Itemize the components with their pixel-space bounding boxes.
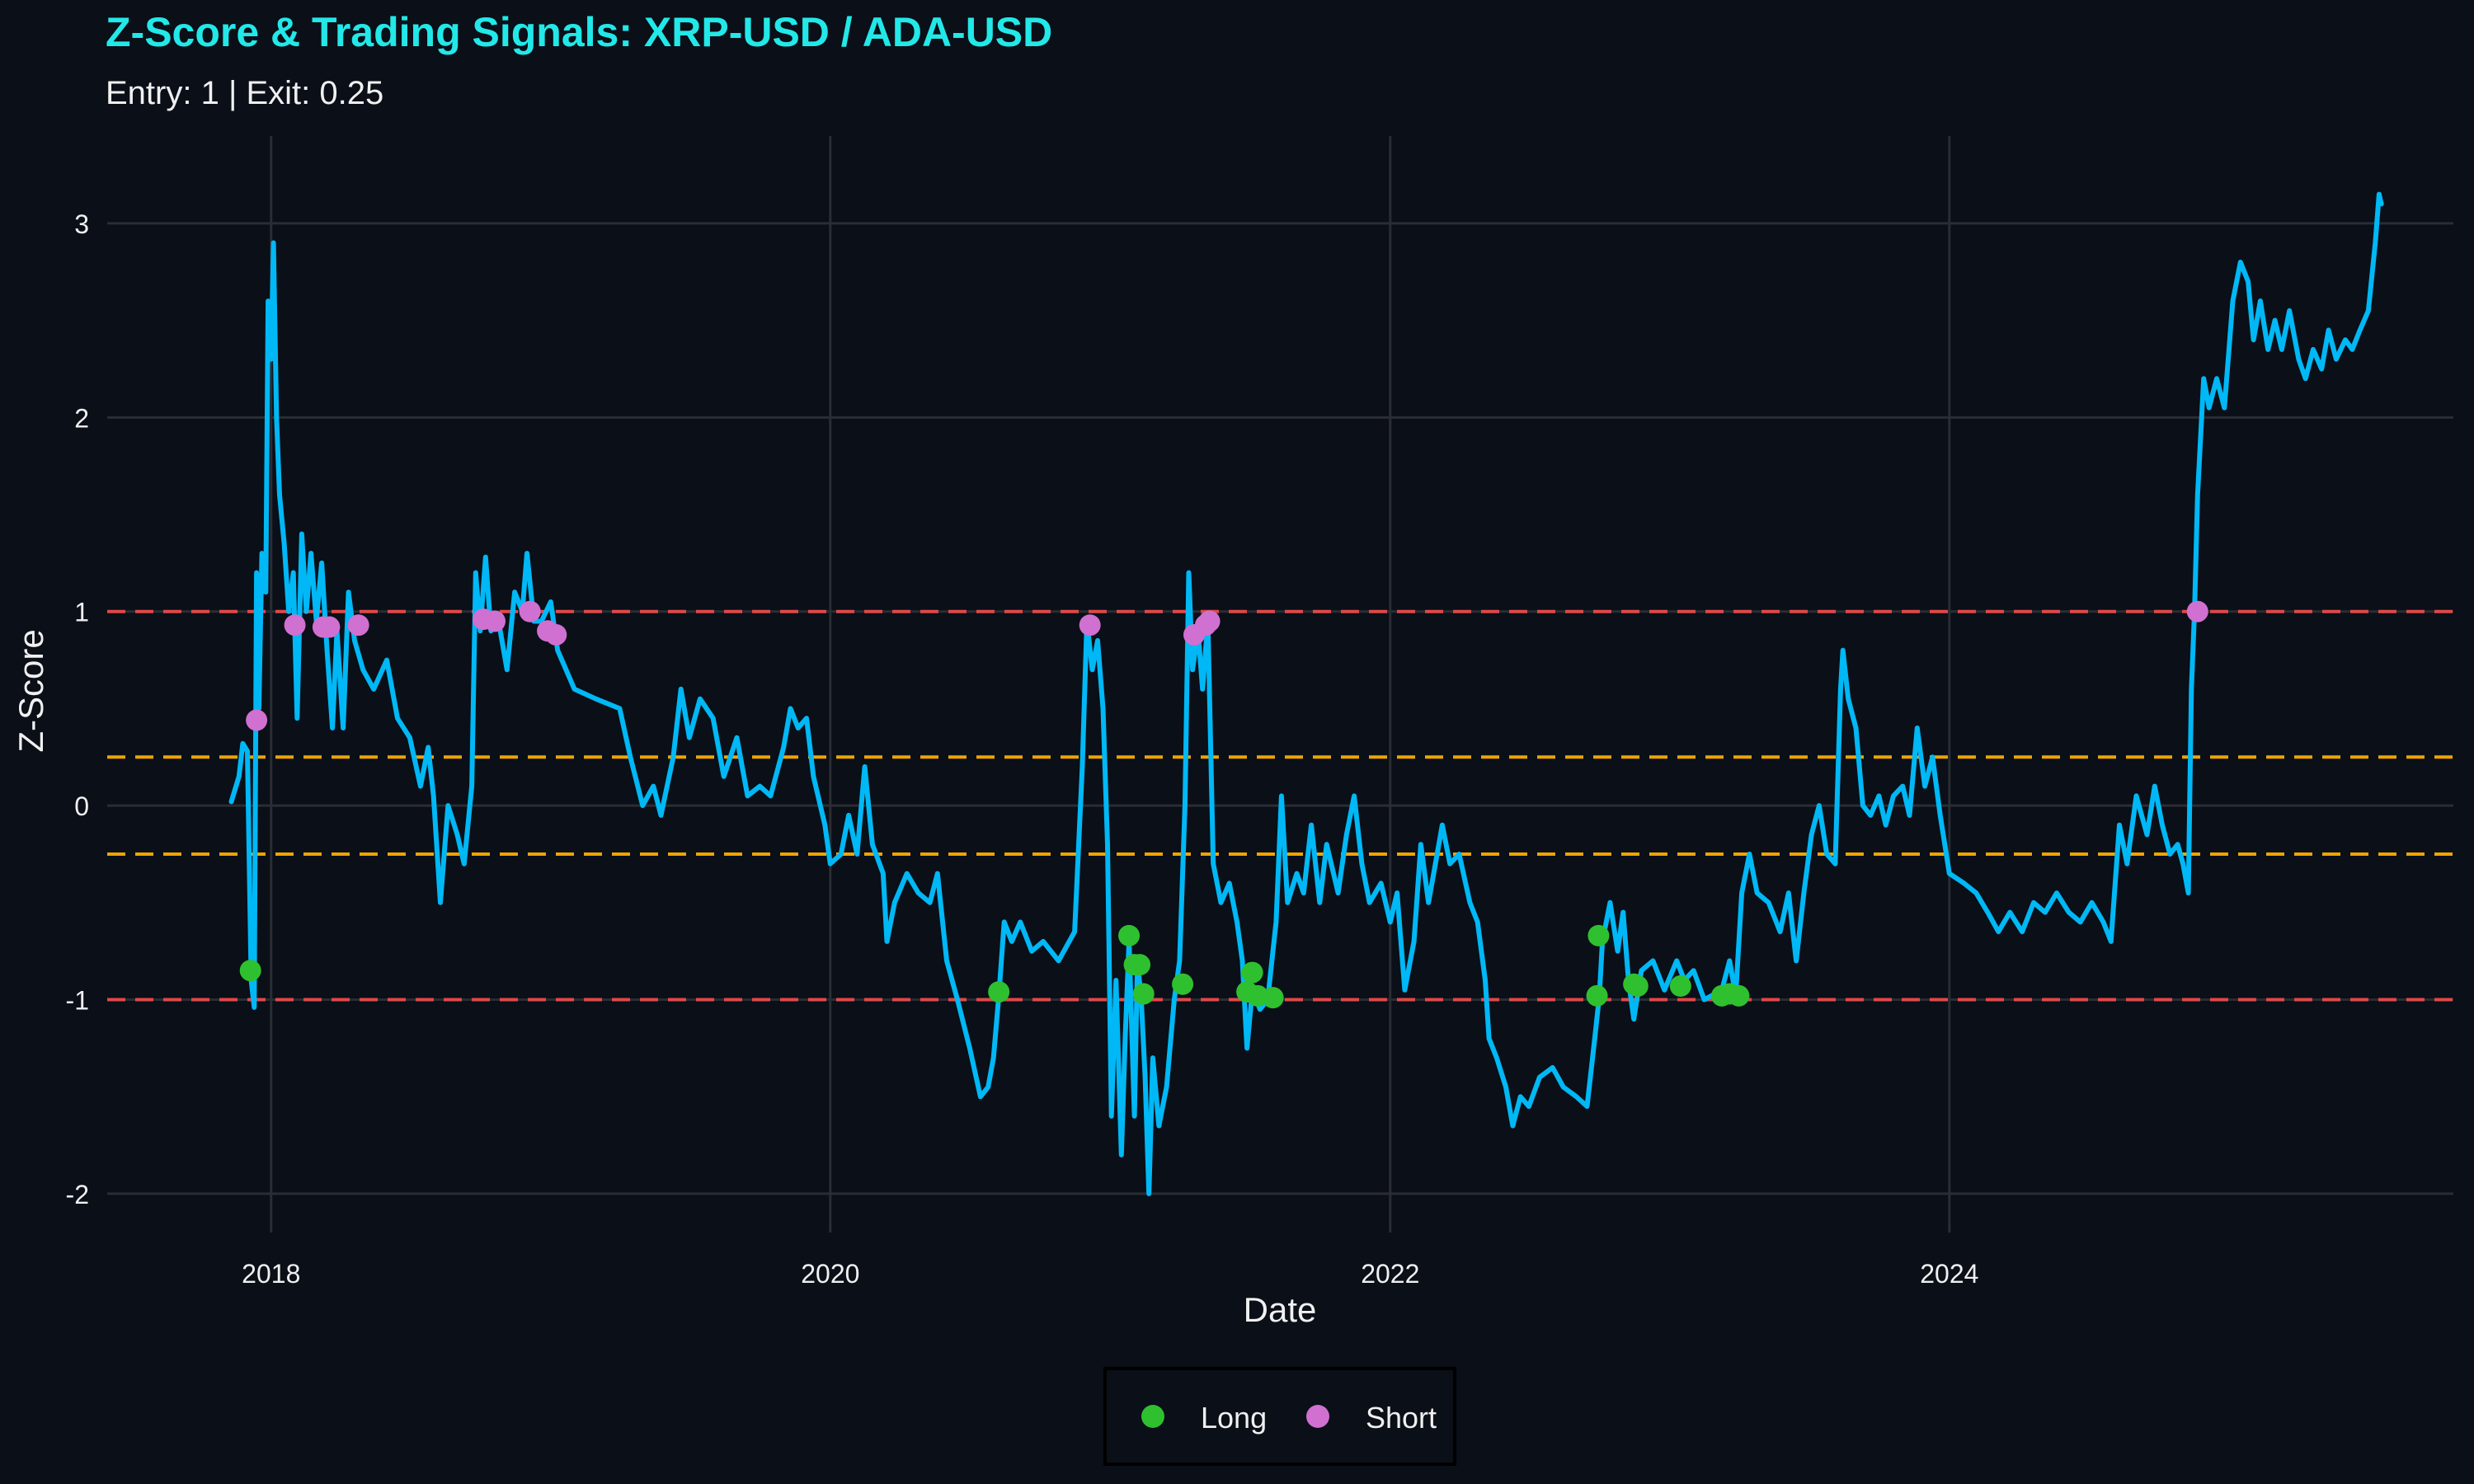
long-signal-point: [1172, 973, 1194, 995]
long-signal-point: [1129, 954, 1151, 976]
legend-long-marker: [1141, 1405, 1164, 1428]
y-tick-label: 3: [74, 209, 89, 239]
legend: Long Short: [1103, 1367, 1456, 1466]
long-signal-point: [1241, 961, 1263, 984]
chart-title: Z-Score & Trading Signals: XRP-USD / ADA…: [106, 9, 1052, 55]
short-signal-point: [284, 614, 306, 636]
long-signal-point: [988, 981, 1010, 1003]
long-signal-point: [1587, 924, 1610, 946]
long-signal-point: [1626, 975, 1649, 998]
short-signal-point: [1198, 610, 1221, 632]
x-tick-label: 2020: [801, 1259, 859, 1289]
short-signal-point: [519, 600, 541, 622]
y-tick-label: 0: [74, 791, 89, 821]
legend-long-label: Long: [1201, 1401, 1267, 1435]
long-signal-point: [1586, 984, 1608, 1007]
x-tick-label: 2018: [242, 1259, 300, 1289]
x-tick-label: 2022: [1361, 1259, 1419, 1289]
legend-short-label: Short: [1366, 1401, 1437, 1435]
signal-points: [239, 600, 2208, 1009]
short-signal-point: [318, 616, 341, 638]
long-signal-point: [239, 960, 261, 982]
long-signal-point: [1262, 987, 1284, 1009]
y-tick-label: -2: [66, 1180, 89, 1209]
long-signal-point: [1669, 975, 1691, 998]
x-tick-label: 2024: [1920, 1259, 1978, 1289]
x-axis-label: Date: [1244, 1290, 1317, 1329]
legend-short-marker: [1306, 1405, 1329, 1428]
short-signal-point: [347, 614, 369, 636]
long-signal-point: [1118, 924, 1141, 946]
y-tick-label: 2: [74, 403, 89, 433]
short-signal-point: [246, 709, 268, 731]
long-signal-point: [1728, 984, 1750, 1007]
chart-subtitle: Entry: 1 | Exit: 0.25: [106, 75, 383, 111]
y-axis-label: Z-Score: [12, 629, 50, 752]
short-signal-point: [2186, 600, 2208, 622]
y-tick-label: 1: [74, 598, 89, 627]
short-signal-point: [483, 610, 506, 632]
long-signal-point: [1132, 983, 1155, 1005]
short-signal-point: [1079, 614, 1101, 636]
short-signal-point: [545, 623, 567, 646]
tick-labels: -2 -1 0 1 2 3 2018 2020 2022 2024: [66, 209, 1979, 1289]
y-tick-label: -1: [66, 986, 89, 1016]
